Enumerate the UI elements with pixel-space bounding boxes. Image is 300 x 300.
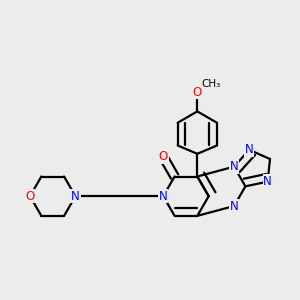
Text: O: O: [26, 190, 34, 203]
Text: N: N: [245, 143, 254, 156]
Text: O: O: [159, 150, 168, 163]
Text: O: O: [193, 85, 202, 99]
Text: N: N: [230, 160, 239, 173]
Text: N: N: [263, 175, 272, 188]
Text: CH₃: CH₃: [201, 79, 220, 89]
Text: N: N: [71, 190, 80, 203]
Text: N: N: [230, 200, 239, 212]
Text: N: N: [159, 190, 168, 203]
